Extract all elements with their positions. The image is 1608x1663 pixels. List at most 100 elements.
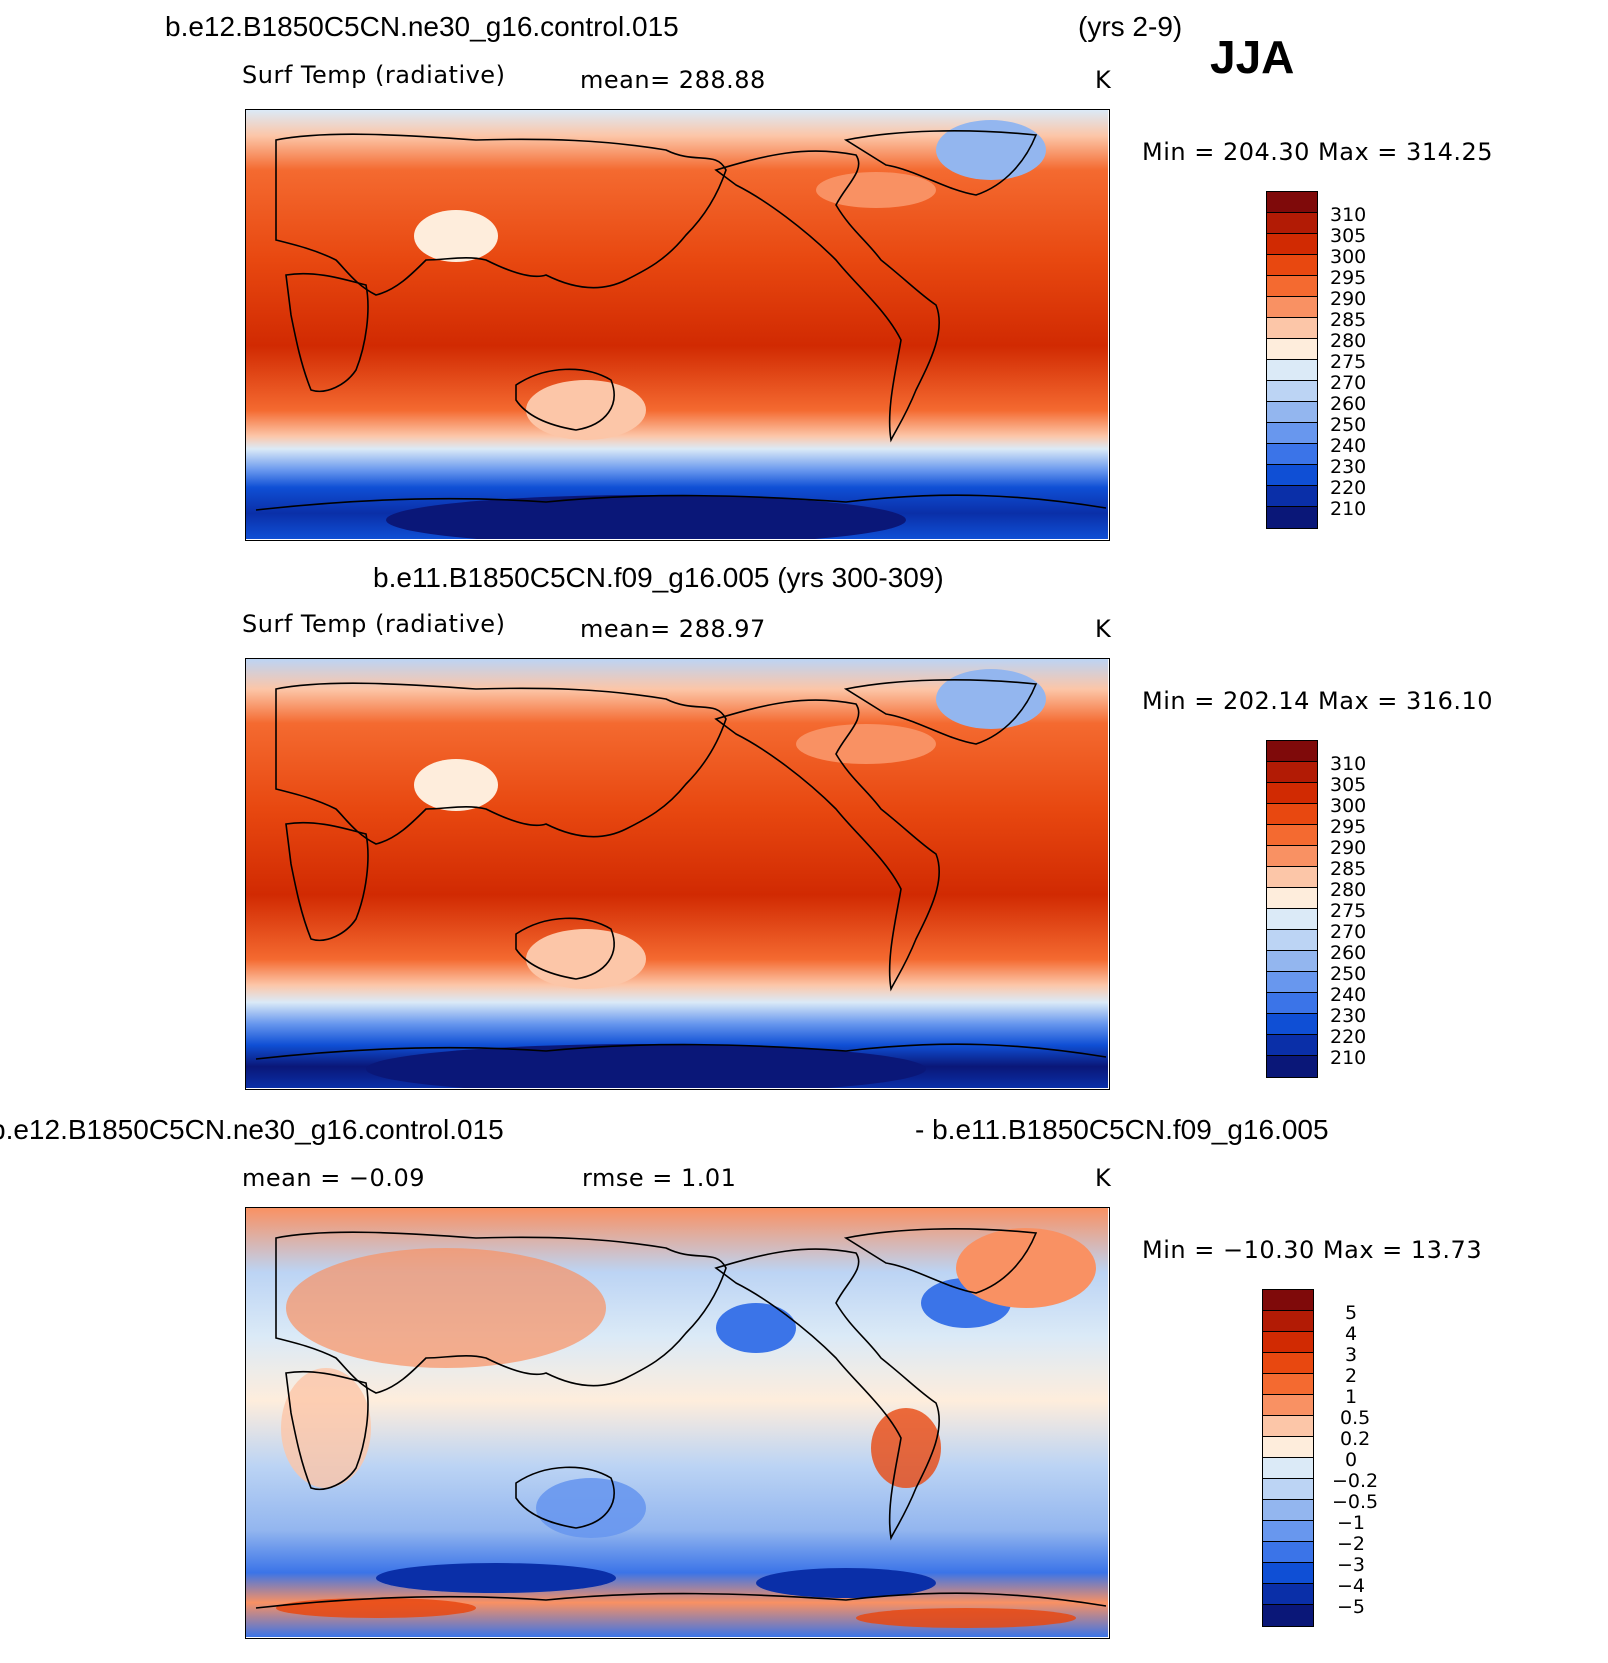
panel3-cbar-label: −3 [1337, 1554, 1366, 1576]
panel3-swatch [1263, 1437, 1313, 1458]
australia-warm [526, 929, 646, 989]
panel3-cbar-label: −0.2 [1332, 1470, 1379, 1492]
panel1-swatch [1267, 360, 1317, 381]
panel2-coastlines [255, 679, 1107, 1060]
panel1-swatch [1267, 465, 1317, 486]
panel1-cbar-label: 260 [1330, 393, 1367, 415]
panel2-cbar-label: 210 [1330, 1047, 1367, 1069]
tibetan-plateau [414, 759, 498, 811]
panel1-cbar-label: 305 [1330, 225, 1367, 247]
panel3-cbar-label: 0.2 [1340, 1428, 1371, 1450]
panel2-swatch [1267, 909, 1317, 930]
panel3-swatch [1263, 1500, 1313, 1521]
panel1-coastlines [255, 130, 1107, 511]
panel2-swatch [1267, 951, 1317, 972]
panel1-cbar-label: 280 [1330, 330, 1367, 352]
antarctica [366, 1044, 926, 1088]
panel2-cbar-label: 280 [1330, 879, 1367, 901]
panel1-swatch [1267, 381, 1317, 402]
panel3-features [276, 1228, 1096, 1628]
panel3-cbar-label: −0.5 [1332, 1491, 1379, 1513]
panel2-cbar-label: 240 [1330, 984, 1367, 1006]
panel3-cbar-label: 2 [1345, 1365, 1358, 1387]
australia-bias [536, 1478, 646, 1538]
panel1-swatch [1267, 444, 1317, 465]
antarctic-warm-bias [276, 1598, 476, 1618]
north-pacific-cold-bias [716, 1303, 796, 1353]
panel1-years: (yrs 2-9) [1078, 11, 1183, 42]
panel2-cbar-label: 310 [1330, 753, 1367, 775]
panel1-variable: Surf Temp (radiative) [242, 61, 506, 89]
panel3-swatch [1263, 1311, 1313, 1332]
panel1-cbar-label: 210 [1330, 498, 1367, 520]
panel1-units: K [1095, 66, 1112, 94]
panel2-cbar-label: 285 [1330, 858, 1367, 880]
panel1-field [246, 110, 1108, 539]
panel1-map-svg [246, 110, 1108, 539]
africa-bias [281, 1368, 371, 1488]
panel2-title: b.e11.B1850C5CN.f09_g16.005 (yrs 300-309… [373, 562, 944, 593]
panel1-colorbar [1266, 191, 1318, 529]
panel2-variable: Surf Temp (radiative) [242, 610, 506, 638]
panel3-cbar-label: 1 [1345, 1386, 1358, 1408]
panel1-minmax: Min = 204.30 Max = 314.25 [1142, 138, 1494, 166]
panel1-cbar-label: 295 [1330, 267, 1367, 289]
panel1-swatch [1267, 297, 1317, 318]
panel3-swatch [1263, 1374, 1313, 1395]
antarctic-warm-bias [856, 1608, 1076, 1628]
panel2-colorbar [1266, 740, 1318, 1078]
panel1-mean: mean= 288.88 [580, 66, 766, 94]
panel2-swatch [1267, 972, 1317, 993]
panel1-swatch [1267, 234, 1317, 255]
panel1-cbar-label: 240 [1330, 435, 1367, 457]
panel2-cbar-label: 270 [1330, 921, 1367, 943]
panel1-cbar-label: 220 [1330, 477, 1367, 499]
panel1-swatch [1267, 276, 1317, 297]
panel2-map [245, 658, 1110, 1090]
north-pacific-cool [796, 724, 936, 764]
panel2-cbar-label: 275 [1330, 900, 1367, 922]
panel3-cbar-label: 4 [1345, 1323, 1358, 1345]
panel3-colorbar [1262, 1289, 1314, 1627]
panel3-swatch [1263, 1332, 1313, 1353]
panel3-swatch [1263, 1584, 1313, 1605]
panel2-mean: mean= 288.97 [580, 615, 766, 643]
panel2-swatch [1267, 993, 1317, 1014]
panel2-swatch [1267, 1014, 1317, 1035]
southern-ocean-cold-bias [376, 1563, 616, 1593]
panel3-cbar-label: 3 [1345, 1344, 1358, 1366]
south-america-bias [871, 1408, 941, 1488]
panel1-swatch [1267, 507, 1317, 528]
panel2-cbar-label: 300 [1330, 795, 1367, 817]
panel1-swatch [1267, 318, 1317, 339]
panel2-cbar-label: 295 [1330, 816, 1367, 838]
panel2-minmax: Min = 202.14 Max = 316.10 [1142, 687, 1494, 715]
panel1-swatch [1267, 339, 1317, 360]
panel3-cbar-label: −1 [1337, 1512, 1366, 1534]
panel3-mean: mean = −0.09 [242, 1164, 425, 1192]
panel1-swatch [1267, 255, 1317, 276]
panel2-swatch [1267, 741, 1317, 762]
panel3-title-right: - b.e11.B1850C5CN.f09_g16.005 [915, 1114, 1329, 1145]
panel3-cbar-label: 0 [1345, 1449, 1358, 1471]
panel3-map [245, 1207, 1110, 1639]
panel1-cbar-label: 300 [1330, 246, 1367, 268]
panel2-swatch [1267, 1035, 1317, 1056]
panel3-swatch [1263, 1458, 1313, 1479]
panel2-swatch [1267, 783, 1317, 804]
panel3-coastlines [255, 1228, 1107, 1609]
panel1-map [245, 109, 1110, 541]
panel3-swatch [1263, 1395, 1313, 1416]
panel3-cbar-label: −5 [1337, 1596, 1366, 1618]
panel3-cbar-label: −2 [1337, 1533, 1366, 1555]
tibetan-plateau [414, 210, 498, 262]
panel2-cbar-label: 260 [1330, 942, 1367, 964]
panel1-swatch [1267, 486, 1317, 507]
panel2-swatch [1267, 1056, 1317, 1077]
panel3-cbar-label: 0.5 [1340, 1407, 1371, 1429]
greenland-warm-bias [956, 1228, 1096, 1308]
panel3-minmax: Min = −10.30 Max = 13.73 [1142, 1236, 1483, 1264]
panel3-swatch [1263, 1479, 1313, 1500]
eurasia-warm-bias [286, 1248, 606, 1368]
